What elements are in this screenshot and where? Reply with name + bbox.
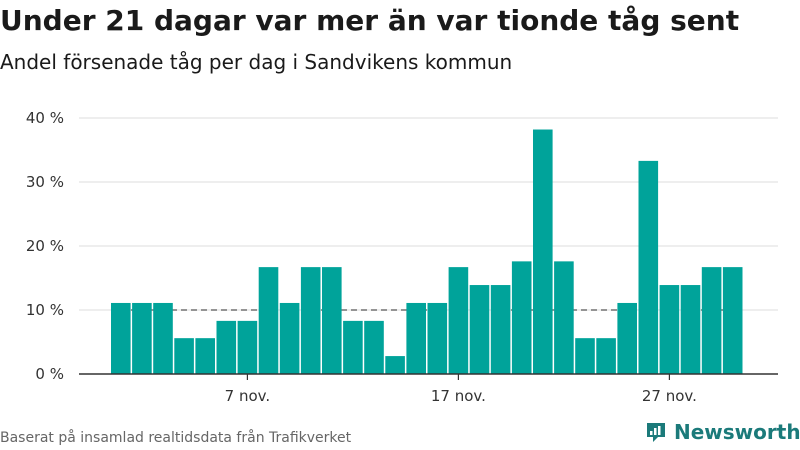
- x-tick-label: 7 nov.: [225, 387, 270, 405]
- bar: [617, 302, 637, 374]
- bar: [385, 356, 405, 374]
- bar: [195, 338, 215, 374]
- axes: 0 % 10 % 20 % 30 % 40 % 7 nov. 17 nov. 27 nov.: [26, 109, 778, 405]
- y-tick-label: 20 %: [26, 237, 64, 255]
- bar: [680, 285, 701, 374]
- bar: [596, 338, 616, 374]
- y-tick-label: 10 %: [26, 301, 64, 319]
- bar: [132, 302, 152, 374]
- y-tick-label: 0 %: [35, 365, 64, 383]
- bar: [216, 320, 237, 374]
- bar: [300, 267, 321, 374]
- bar: [237, 320, 258, 374]
- bar: [174, 338, 194, 374]
- bar: [490, 285, 511, 374]
- y-tick-label: 30 %: [26, 173, 64, 191]
- bar: [638, 160, 659, 374]
- bar: [406, 302, 426, 374]
- bar: [322, 267, 342, 374]
- bar: [258, 267, 279, 374]
- bar: [427, 302, 448, 374]
- y-tick-label: 40 %: [26, 109, 64, 127]
- chart-subtitle: Andel försenade tåg per dag i Sandvikens…: [0, 50, 513, 74]
- bar: [111, 302, 131, 374]
- newsworthy-logo: Newsworthy: [644, 420, 800, 444]
- gridlines: [79, 117, 778, 311]
- chart-title: Under 21 dagar var mer än var tionde tåg…: [0, 4, 740, 37]
- bar: [575, 338, 595, 374]
- brand-name: Newsworthy: [674, 420, 800, 444]
- bar: [722, 267, 743, 374]
- bar: [279, 302, 300, 374]
- bar: [448, 267, 469, 374]
- bar: [469, 285, 490, 374]
- x-tick-label: 17 nov.: [431, 387, 486, 405]
- bar: [343, 320, 363, 374]
- bar: [701, 267, 722, 374]
- newsworthy-logo-icon: [647, 423, 665, 442]
- x-tick-label: 27 nov.: [642, 387, 697, 405]
- bar: [659, 285, 680, 374]
- bar: [364, 320, 384, 374]
- source-note: Baserat på insamlad realtidsdata från Tr…: [0, 430, 352, 446]
- bars: [111, 129, 743, 374]
- bar: [554, 261, 574, 374]
- bar: [153, 302, 173, 374]
- bar: [511, 261, 532, 374]
- bar: [533, 129, 553, 374]
